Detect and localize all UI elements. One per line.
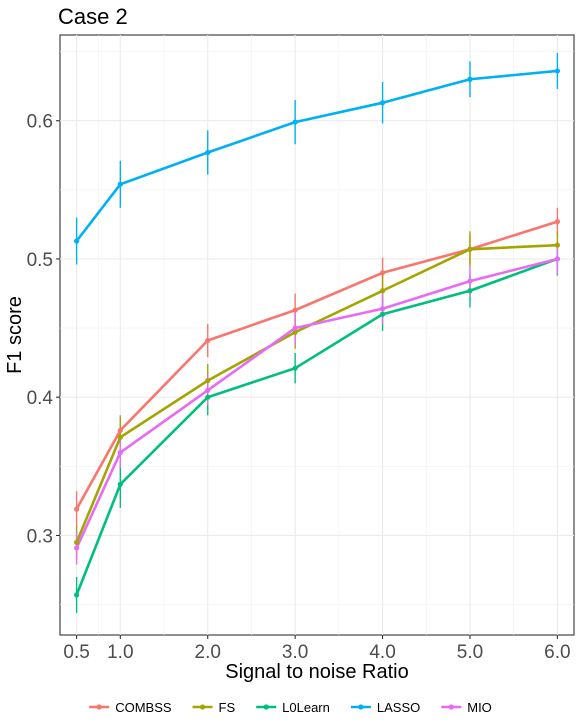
axes: 0.5 1.0 2.0 3.0 4.0 5.0 6.0 0.3 0.4 0.5 0.6 (27, 112, 571, 663)
data-point-fs (292, 329, 298, 335)
data-point-mio (467, 278, 473, 284)
legend-item-combss: COMBSS (89, 700, 172, 715)
legend-item-fs: FS (192, 700, 236, 715)
data-point-combss (205, 337, 211, 344)
data-point-mio (205, 387, 211, 393)
legend-key-point (263, 704, 269, 710)
x-tick-label: 1.0 (107, 642, 133, 663)
data-point-fs (379, 288, 386, 294)
data-point-l0learn (292, 365, 298, 371)
data-point-lasso (554, 68, 560, 74)
x-tick-label: 2.0 (195, 642, 221, 663)
legend-label: COMBSS (115, 700, 172, 715)
data-point-l0learn (117, 481, 123, 487)
legend-key-point (358, 704, 364, 710)
data-point-fs (117, 434, 123, 440)
legend-key-point (96, 704, 102, 710)
data-point-l0learn (205, 394, 211, 400)
x-axis-title: Signal to noise Ratio (225, 661, 408, 683)
data-point-lasso (379, 100, 386, 106)
x-tick-label: 0.5 (63, 642, 89, 663)
legend-item-l0learn: L0Learn (256, 700, 330, 715)
data-point-combss (379, 270, 386, 276)
data-point-lasso (117, 181, 123, 187)
data-point-combss (292, 307, 298, 313)
series-points (74, 68, 560, 598)
y-tick-label: 0.4 (27, 388, 54, 409)
data-point-l0learn (379, 311, 386, 317)
y-tick-label: 0.5 (27, 250, 53, 271)
y-tick-label: 0.6 (27, 112, 53, 133)
data-point-mio (74, 545, 80, 551)
legend-item-lasso: LASSO (350, 700, 420, 715)
data-point-lasso (292, 119, 298, 125)
chart-title: Case 2 (58, 4, 128, 29)
data-point-fs (467, 246, 473, 252)
data-point-combss (554, 219, 560, 225)
data-point-fs (554, 242, 560, 248)
data-point-l0learn (74, 592, 80, 598)
legend-item-mio: MIO (441, 700, 492, 715)
data-point-mio (379, 306, 386, 312)
legend-key-point (448, 704, 454, 710)
legend-label: FS (219, 700, 236, 715)
data-point-fs (74, 539, 80, 545)
legend: COMBSS FS L0Learn LASSO MIO (89, 700, 492, 715)
x-tick-label: 6.0 (544, 642, 570, 663)
data-point-fs (205, 378, 211, 384)
data-point-l0learn (467, 288, 473, 294)
data-point-lasso (74, 238, 80, 244)
data-point-mio (554, 256, 560, 262)
x-tick-label: 4.0 (369, 642, 395, 663)
legend-label: LASSO (377, 700, 420, 715)
y-tick-label: 0.3 (27, 526, 53, 547)
legend-label: MIO (467, 700, 492, 715)
y-axis-title: F1 score (4, 296, 26, 374)
data-point-mio (292, 325, 298, 331)
data-point-lasso (205, 149, 211, 156)
x-tick-label: 5.0 (457, 642, 483, 663)
data-point-combss (117, 427, 123, 433)
data-point-mio (117, 449, 123, 456)
plot-panel (59, 34, 575, 636)
x-tick-label: 3.0 (282, 642, 308, 663)
legend-key-point (199, 704, 206, 710)
legend-label: L0Learn (282, 700, 330, 715)
data-point-combss (74, 506, 80, 512)
data-point-lasso (467, 76, 473, 82)
